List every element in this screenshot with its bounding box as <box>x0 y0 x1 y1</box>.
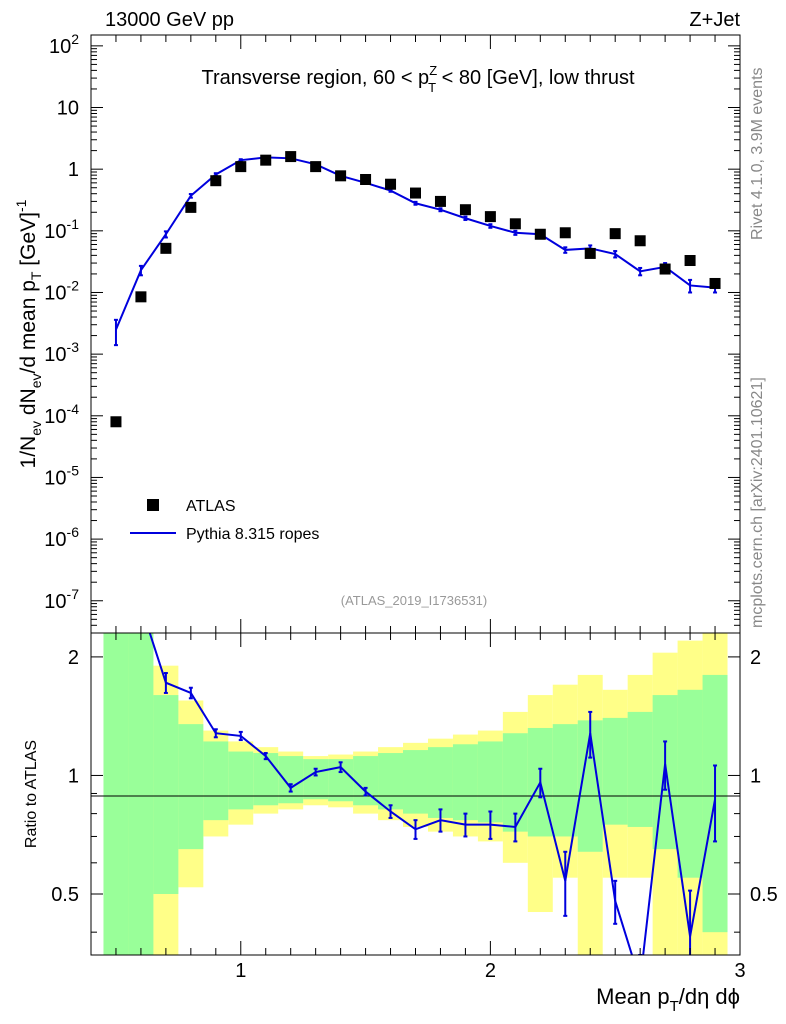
atlas-data-point <box>285 151 297 163</box>
atlas-data-point <box>160 242 172 254</box>
y-tick-label: 10-5 <box>44 462 79 489</box>
atlas-data-point <box>659 263 671 275</box>
y-tick-label: 10-7 <box>44 586 79 613</box>
ratio-band-inner <box>303 759 329 800</box>
y-tick-label: 10 <box>57 98 79 120</box>
atlas-data-point <box>509 218 521 230</box>
atlas-data-point <box>709 277 721 289</box>
y-tick-label: 10-6 <box>44 524 79 551</box>
ratio-tick-label-left: 0.5 <box>51 884 79 906</box>
header-left-label: 13000 GeV pp <box>105 9 234 31</box>
pythia-series-line <box>115 156 716 330</box>
x-tick-label: 1 <box>235 960 246 982</box>
ratio-panel: 1 2 3 0.5 0.5 1 1 2 2 <box>51 632 778 982</box>
atlas-data-point <box>434 195 446 207</box>
ratio-band-inner <box>627 711 653 827</box>
atlas-data-point <box>385 178 397 190</box>
atlas-data-point <box>410 187 421 199</box>
x-axis-label: Mean pT/dη dϕ <box>596 984 740 1015</box>
ratio-band-inner <box>203 741 229 821</box>
atlas-data-point <box>559 227 571 239</box>
rivet-version-label: Rivet 4.1.0, 3.9M events <box>749 67 766 240</box>
main-panel: 102 10 1 10-1 10-2 10-3 10-4 10-5 10-6 10-7 <box>44 31 741 634</box>
atlas-data-point <box>484 211 496 223</box>
atlas-data-point <box>185 201 197 213</box>
chart-title: Transverse region, 60 < pZ T < 80 [GeV], … <box>201 63 634 95</box>
ratio-tick-label-left: 1 <box>68 765 79 787</box>
ratio-band-inner <box>378 753 404 810</box>
ratio-band-inner <box>677 689 703 878</box>
ratio-band-inner <box>278 756 304 804</box>
y-tick-label: 10-1 <box>44 216 79 243</box>
atlas-data-point <box>135 291 147 303</box>
y-axis-label: 1/Nev dNev/d mean pT [GeV]-1 <box>13 199 44 468</box>
atlas-data-point <box>260 154 272 166</box>
atlas-data-point <box>609 228 621 240</box>
ratio-band-inner <box>403 750 428 814</box>
ratio-tick-label-right: 2 <box>750 647 761 669</box>
x-tick-label: 2 <box>485 960 496 982</box>
legend-pythia-label: Pythia 8.315 ropes <box>186 526 319 543</box>
ratio-band-inner <box>128 633 154 955</box>
legend: ATLAS Pythia 8.315 ropes <box>130 498 319 543</box>
atlas-data-point <box>235 161 247 173</box>
atlas-data-point <box>310 161 322 173</box>
ratio-clipped-group <box>148 633 718 955</box>
ratio-band-inner <box>427 747 453 818</box>
atlas-data-point <box>335 170 347 182</box>
ratio-tick-label-right: 0.5 <box>750 884 778 906</box>
atlas-data-point <box>210 175 222 187</box>
atlas-data-point <box>534 228 546 240</box>
y-tick-label: 10-4 <box>44 401 79 428</box>
ratio-y-axis-label: Ratio to ATLAS <box>23 740 40 848</box>
atlas-data-point <box>584 247 596 259</box>
legend-atlas-label: ATLAS <box>186 498 236 515</box>
ratio-tick-label-right: 1 <box>750 765 761 787</box>
analysis-label: (ATLAS_2019_I1736531) <box>341 593 487 608</box>
y-tick-label: 102 <box>49 31 79 58</box>
ratio-tick-label-left: 2 <box>68 647 79 669</box>
y-tick-label: 10-2 <box>44 277 79 304</box>
ratio-band-inner <box>477 741 503 823</box>
ratio-band-inner <box>452 744 478 821</box>
atlas-data-point <box>459 204 471 216</box>
main-plot-frame <box>90 34 741 634</box>
atlas-data-point <box>110 416 122 428</box>
ratio-band-inner <box>153 695 179 894</box>
ratio-band-inner <box>552 724 578 837</box>
ratio-band-inner <box>103 633 129 955</box>
header-right-label: Z+Jet <box>689 9 740 31</box>
atlas-data-point <box>634 235 646 247</box>
y-tick-label: 10-3 <box>44 339 79 366</box>
ratio-band-inner <box>178 724 204 850</box>
mcplots-label: mcplots.cern.ch [arXiv:2401.10621] <box>749 377 766 628</box>
atlas-data-point <box>360 173 372 185</box>
ratio-band-inner <box>602 717 628 825</box>
legend-atlas-marker <box>147 499 159 511</box>
x-tick-label: 3 <box>734 960 745 982</box>
ratio-band-inner <box>253 753 279 806</box>
atlas-data-point <box>684 255 696 267</box>
y-tick-label: 1 <box>68 159 79 181</box>
ratio-band-inner <box>228 751 254 810</box>
